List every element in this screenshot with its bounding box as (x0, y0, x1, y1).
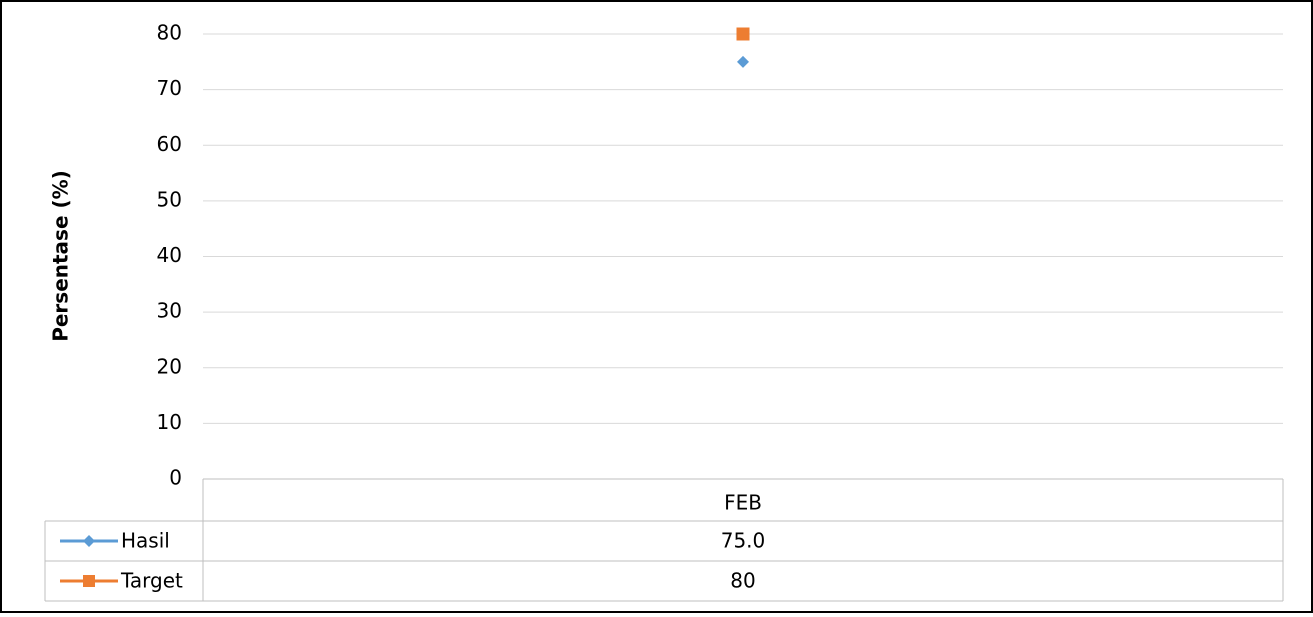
legend-label: Target (120, 569, 183, 593)
legend-label: Hasil (121, 529, 170, 553)
y-tick-label: 40 (157, 243, 182, 267)
marker (737, 55, 749, 68)
legend-marker (83, 575, 95, 587)
y-tick-label: 50 (157, 187, 182, 211)
legend-marker (83, 535, 95, 547)
x-tick-label: FEB (724, 491, 762, 515)
table-value: 75.0 (721, 529, 766, 553)
y-tick-label: 10 (157, 410, 182, 434)
y-tick-label: 80 (157, 21, 182, 45)
marker (736, 27, 750, 41)
y-tick-label: 30 (157, 299, 182, 323)
y-tick-label: 60 (157, 132, 182, 156)
table-value: 80 (730, 569, 755, 593)
y-tick-label: 0 (169, 466, 182, 490)
y-tick-label: 20 (157, 354, 182, 378)
y-axis-label: Persentase (%) (49, 170, 73, 342)
y-tick-label: 70 (157, 76, 182, 100)
